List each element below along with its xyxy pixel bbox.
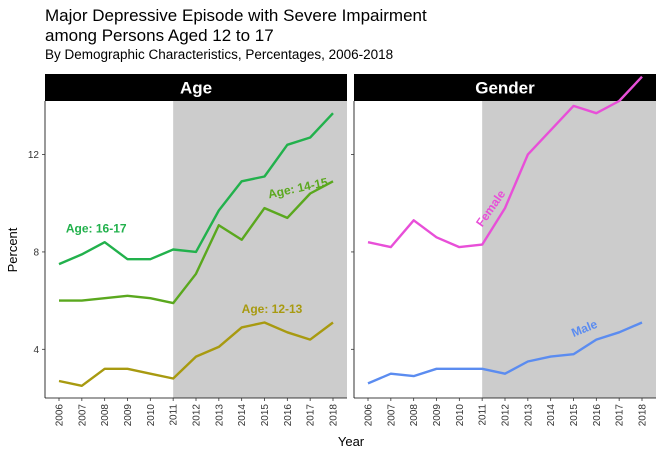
chart-title-line1: Major Depressive Episode with Severe Imp…	[45, 6, 427, 25]
chart-title: Major Depressive Episode with Severe Imp…	[45, 6, 427, 46]
x-tick-label: 2013	[214, 404, 225, 427]
x-tick-label: 2016	[283, 404, 294, 427]
x-tick-label: 2016	[592, 404, 603, 427]
x-tick-label: 2012	[501, 404, 512, 427]
x-tick-label: 2008	[409, 404, 420, 427]
y-tick-label: 12	[28, 150, 40, 161]
strip-gender	[354, 74, 656, 101]
x-tick-label: 2011	[169, 404, 180, 426]
x-tick-label: 2014	[546, 404, 557, 427]
x-tick-label: 2009	[432, 404, 443, 427]
x-tick-label: 2018	[329, 404, 340, 427]
y-axis-title: Percent	[5, 227, 20, 272]
x-tick-label: 2012	[192, 404, 203, 427]
y-tick-label: 4	[33, 345, 39, 356]
shaded-region	[173, 101, 347, 398]
x-tick-label: 2011	[478, 404, 489, 426]
x-tick-label: 2006	[55, 404, 66, 427]
strip-label-age: Age	[180, 79, 212, 98]
x-tick-label: 2013	[523, 404, 534, 427]
x-tick-label: 2006	[364, 404, 375, 427]
series-line-age-16-17	[58, 112, 334, 266]
series-label: Age: 12-13	[242, 302, 303, 316]
series-line-age-14-15	[59, 180, 334, 305]
y-tick-label: 8	[33, 247, 39, 258]
chart-subtitle: By Demographic Characteristics, Percenta…	[45, 47, 394, 62]
strip-age	[45, 74, 347, 101]
shaded-region	[482, 101, 656, 398]
series-label: Age: 16-17	[66, 221, 127, 235]
x-tick-label: 2010	[146, 404, 157, 427]
x-tick-label: 2015	[260, 404, 271, 427]
x-tick-label: 2009	[123, 404, 134, 427]
series-line-female	[367, 75, 643, 249]
x-tick-label: 2015	[569, 404, 580, 427]
x-tick-label: 2017	[615, 404, 626, 427]
strip-label-gender: Gender	[475, 79, 535, 98]
series-line-male	[367, 321, 643, 385]
x-tick-label: 2018	[638, 404, 649, 427]
x-tick-label: 2007	[77, 404, 88, 427]
series-line-age-12-13	[58, 321, 334, 387]
x-tick-label: 2007	[386, 404, 397, 427]
x-axis-title: Year	[338, 434, 365, 449]
x-tick-label: 2008	[100, 404, 111, 427]
x-tick-label: 2014	[237, 404, 248, 427]
chart-title-line2: among Persons Aged 12 to 17	[45, 26, 274, 45]
x-tick-label: 2017	[306, 404, 317, 427]
x-tick-label: 2010	[455, 404, 466, 427]
